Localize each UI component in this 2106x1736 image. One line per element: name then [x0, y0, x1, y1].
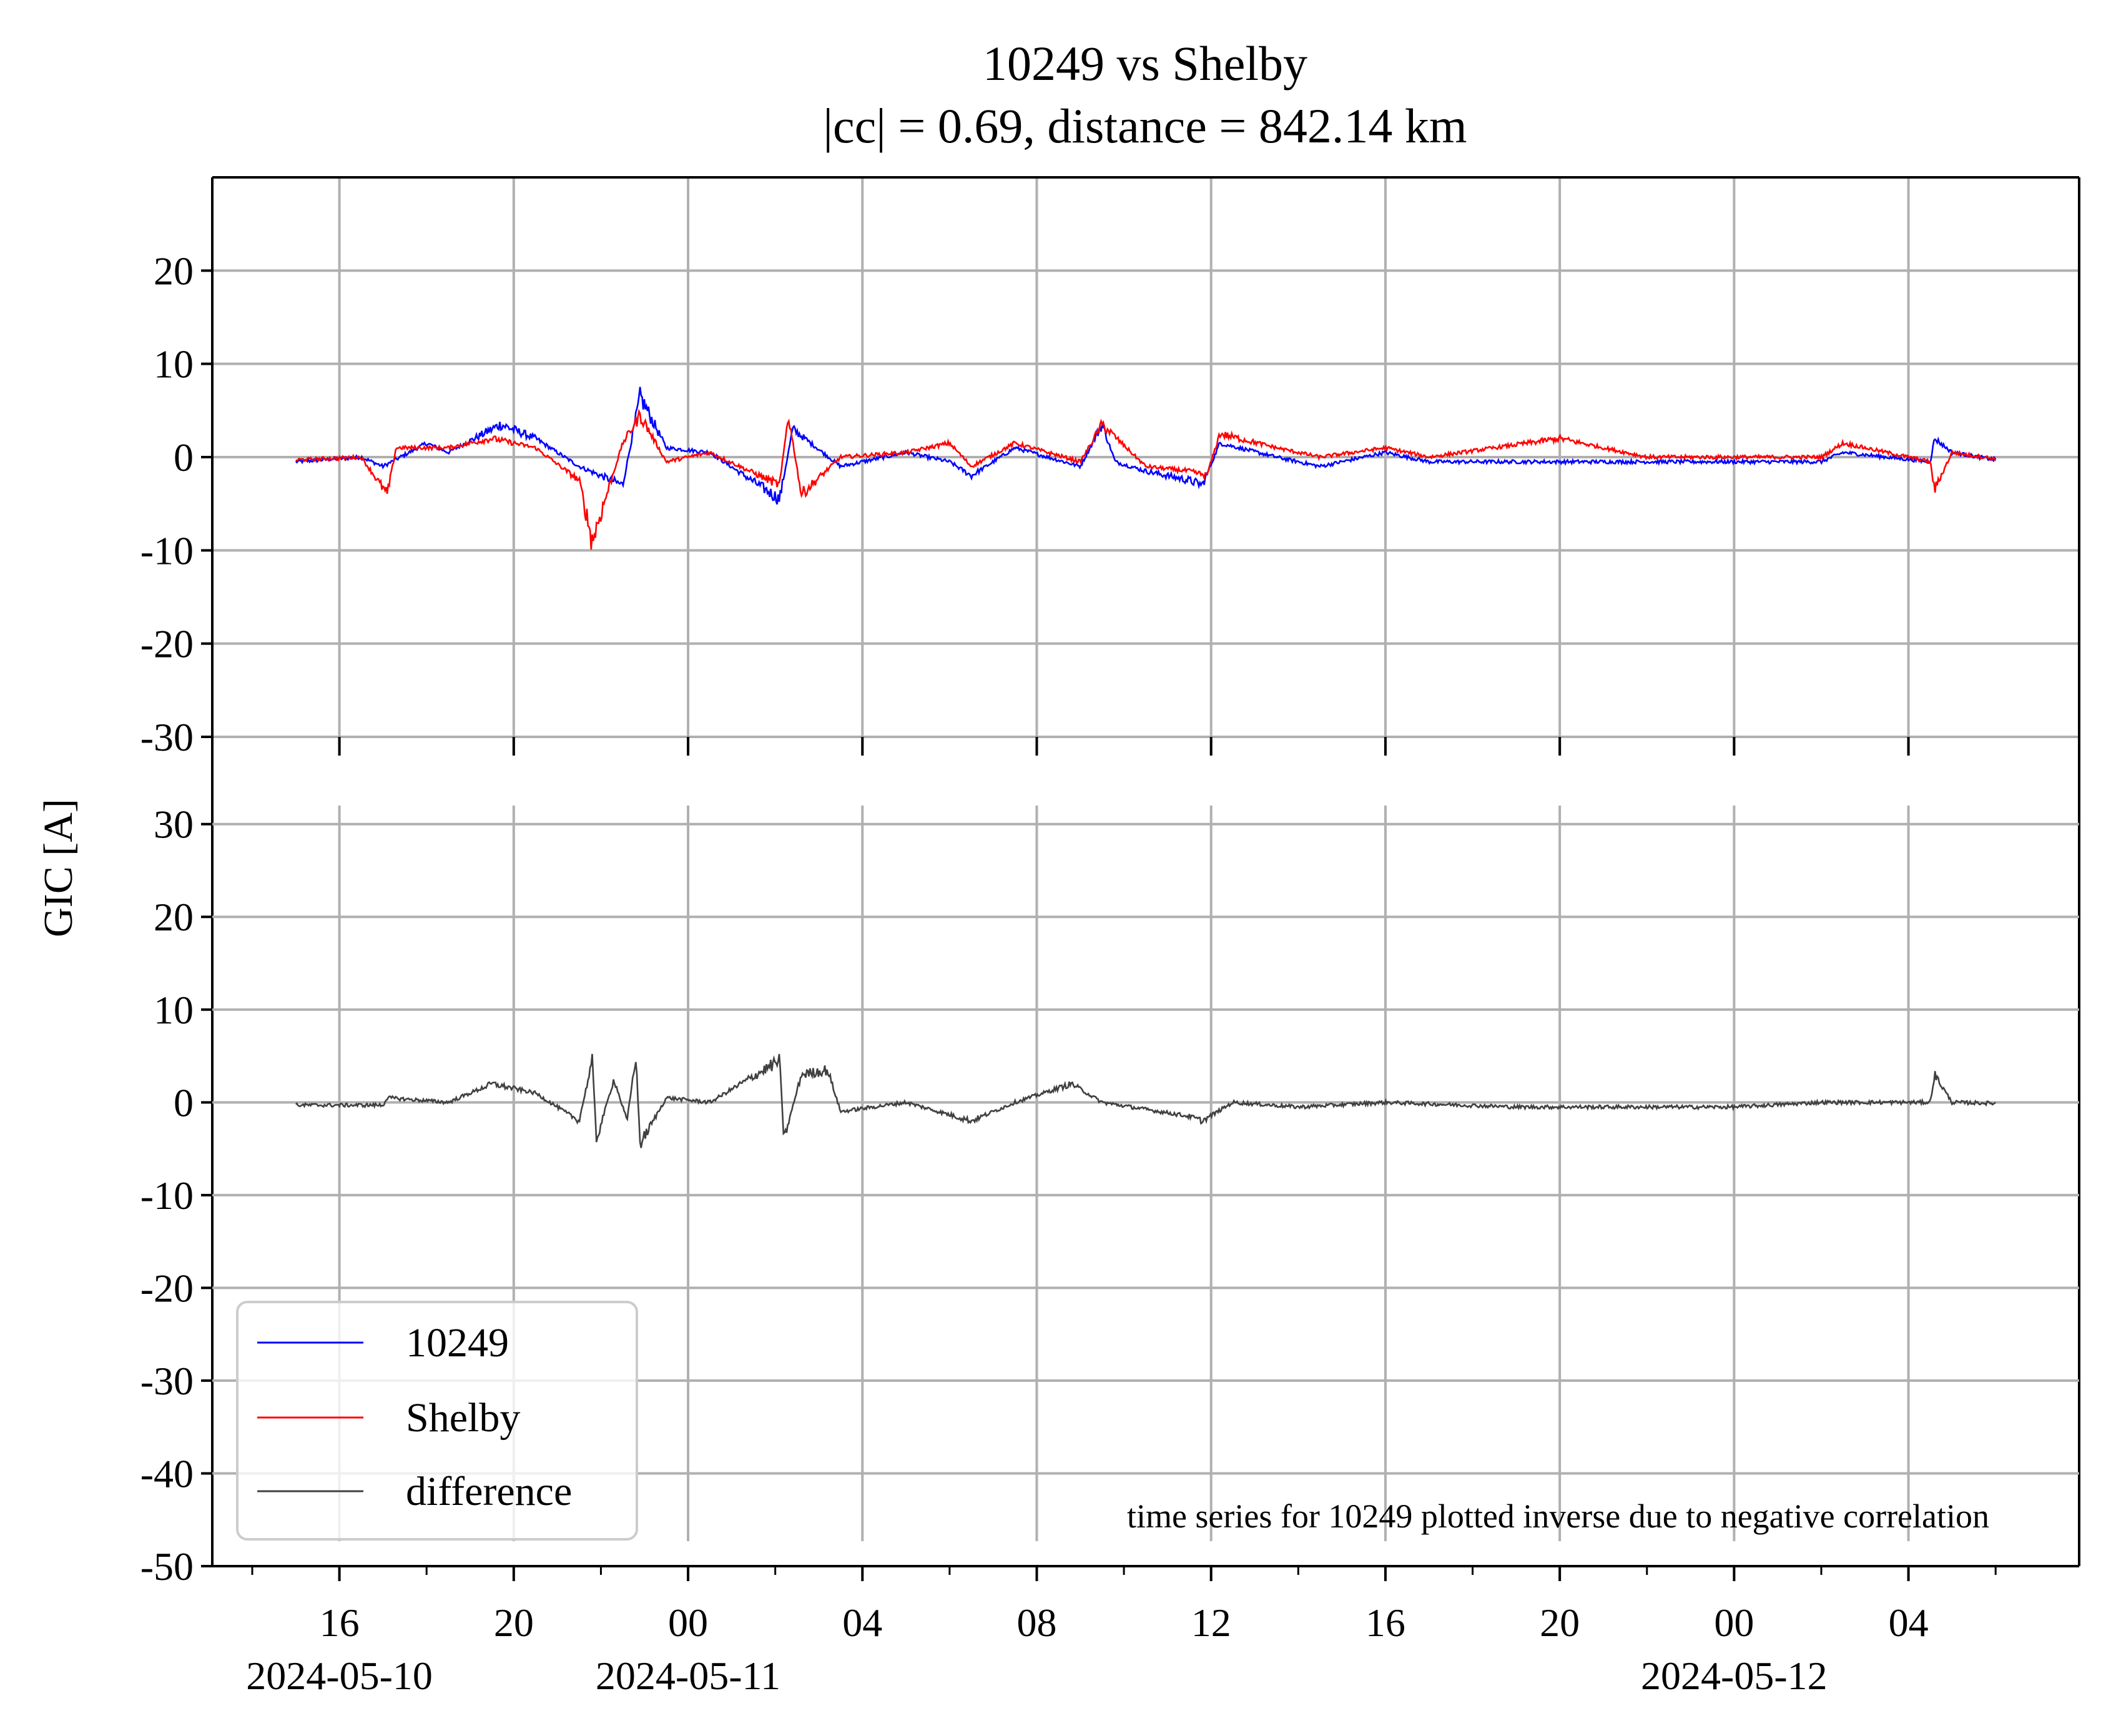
y-tick-label: -30	[140, 1359, 194, 1403]
y-tick-label: 10	[154, 988, 194, 1032]
x-date-label: 2024-05-12	[1641, 1654, 1828, 1698]
series-line-shelby	[295, 408, 1997, 550]
y-axis-label: GIC [A]	[36, 799, 81, 937]
x-tick-label: 08	[1016, 1600, 1056, 1645]
y-tick-label: -50	[140, 1544, 194, 1589]
y-tick-label: 0	[174, 435, 194, 480]
y-tick-label: -10	[140, 528, 194, 573]
top-panel: 20 10 0 -10 -20 -30	[140, 176, 2080, 1566]
series-line-difference	[295, 1053, 1996, 1148]
x-date-label: 2024-05-10	[246, 1654, 433, 1698]
legend-box	[236, 1301, 638, 1541]
y-tick-label: 10	[154, 342, 194, 387]
series-line-10249	[295, 387, 1997, 505]
x-tick-label: 00	[1714, 1600, 1754, 1645]
legend: 10249 Shelby difference	[236, 1301, 638, 1541]
y-tick-label: 20	[154, 895, 194, 939]
y-tick-label: 30	[154, 802, 194, 847]
y-tick-label: -20	[140, 1266, 194, 1310]
x-tick-label: 20	[494, 1600, 534, 1645]
y-tick-label: -30	[140, 715, 194, 759]
y-tick-label: 20	[154, 249, 194, 293]
x-tick-label: 16	[1365, 1600, 1405, 1645]
x-tick-label: 04	[842, 1600, 882, 1645]
legend-label-10249: 10249	[406, 1320, 509, 1366]
x-tick-label: 04	[1889, 1600, 1929, 1645]
x-tick-label: 12	[1191, 1600, 1231, 1645]
legend-label-shelby: Shelby	[406, 1395, 520, 1441]
y-tick-label: -10	[140, 1173, 194, 1218]
bottom-panel: 30 20 10 0 -10 -20 -30 -40 -50	[140, 802, 2079, 1589]
legend-label-difference: difference	[406, 1469, 572, 1514]
x-tick-label: 00	[668, 1600, 708, 1645]
y-tick-label: -40	[140, 1451, 194, 1496]
y-tick-label: 0	[174, 1080, 194, 1125]
annotation-text: time series for 10249 plotted inverse du…	[1127, 1497, 1989, 1535]
x-date-label: 2024-05-11	[596, 1654, 780, 1698]
x-axis: 16 20 00 04 08 12 16 20 00 04 2024-05-10 2024-05-11…	[212, 1565, 2079, 1698]
chart-title-line-1: 10249 vs Shelby	[983, 36, 1307, 91]
y-tick-label: -20	[140, 622, 194, 666]
chart-title-line-2: |cc| = 0.69, distance = 842.14 km	[823, 99, 1467, 153]
x-tick-label: 16	[320, 1600, 360, 1645]
x-tick-label: 20	[1540, 1600, 1580, 1645]
